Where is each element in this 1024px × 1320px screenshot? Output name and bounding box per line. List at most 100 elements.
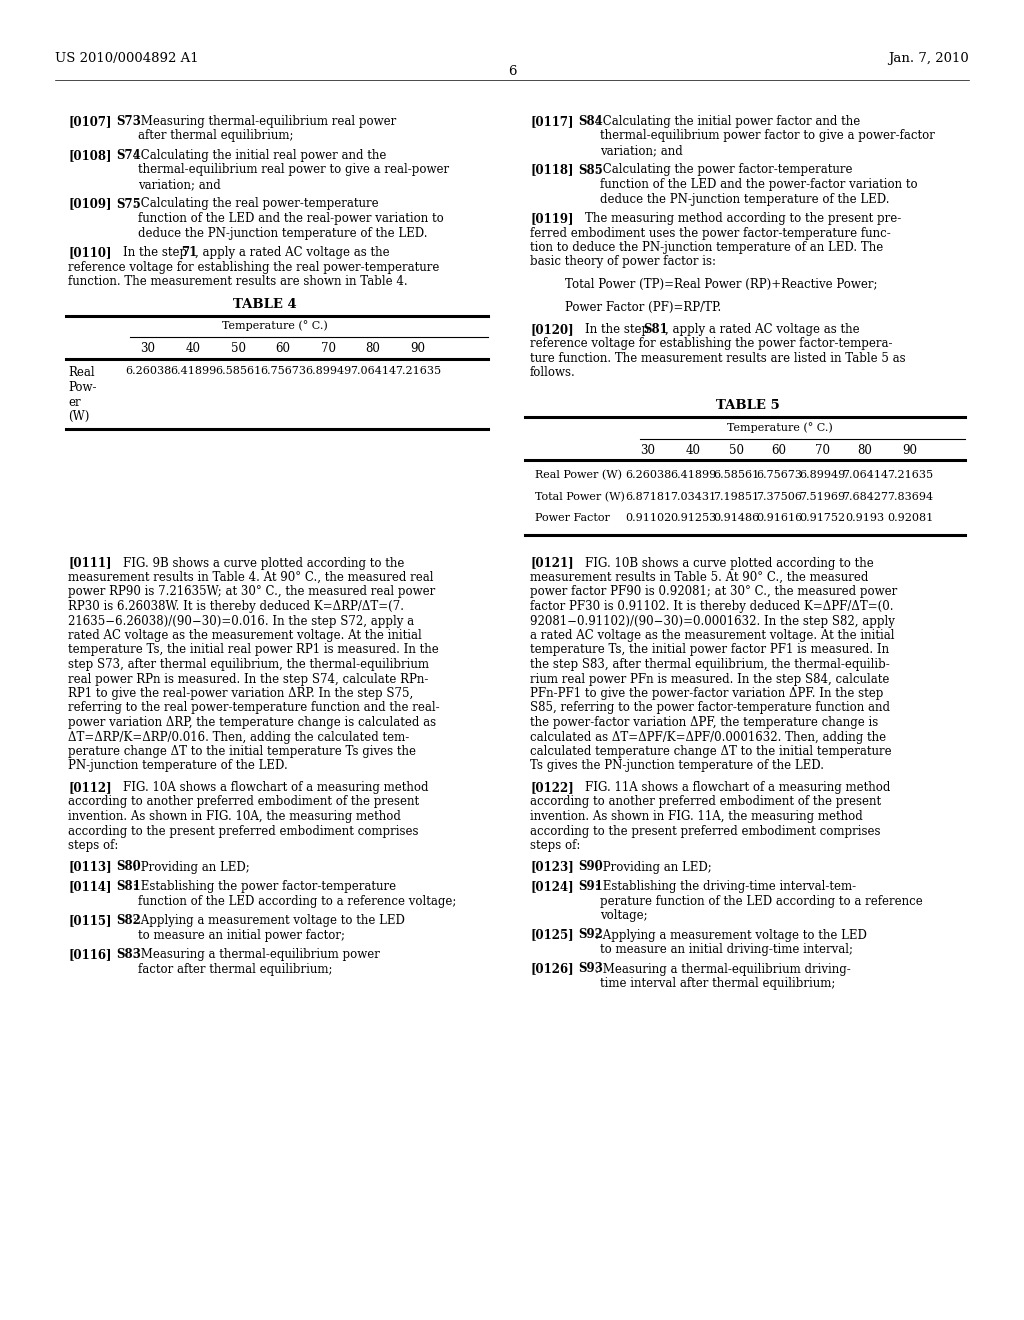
Text: [0124]: [0124] xyxy=(530,880,573,894)
Text: function of the LED according to a reference voltage;: function of the LED according to a refer… xyxy=(138,895,457,908)
Text: perature function of the LED according to a reference: perature function of the LED according t… xyxy=(600,895,923,908)
Text: rated AC voltage as the measurement voltage. At the initial: rated AC voltage as the measurement volt… xyxy=(68,630,422,642)
Text: S81: S81 xyxy=(643,323,668,337)
Text: measurement results in Table 5. At 90° C., the measured: measurement results in Table 5. At 90° C… xyxy=(530,572,868,583)
Text: S84: S84 xyxy=(578,115,603,128)
Text: ture function. The measurement results are listed in Table 5 as: ture function. The measurement results a… xyxy=(530,352,905,366)
Text: : Providing an LED;: : Providing an LED; xyxy=(133,861,250,874)
Text: [0109]: [0109] xyxy=(68,198,112,210)
Text: 60: 60 xyxy=(275,342,291,355)
Text: FIG. 10B shows a curve plotted according to the: FIG. 10B shows a curve plotted according… xyxy=(585,557,873,569)
Text: step S73, after thermal equilibrium, the thermal-equilibrium: step S73, after thermal equilibrium, the… xyxy=(68,657,429,671)
Text: 70: 70 xyxy=(321,342,336,355)
Text: : Measuring a thermal-equilibrium power: : Measuring a thermal-equilibrium power xyxy=(133,948,380,961)
Text: temperature Ts, the initial power factor PF1 is measured. In: temperature Ts, the initial power factor… xyxy=(530,644,889,656)
Text: S83: S83 xyxy=(116,948,141,961)
Text: 6.26038: 6.26038 xyxy=(125,367,171,376)
Text: 0.9193: 0.9193 xyxy=(846,513,885,523)
Text: 0.92081: 0.92081 xyxy=(887,513,933,523)
Text: [0120]: [0120] xyxy=(530,323,573,337)
Text: 80: 80 xyxy=(857,444,872,457)
Text: 90: 90 xyxy=(902,444,918,457)
Text: [0121]: [0121] xyxy=(530,557,573,569)
Text: 92081−0.91102)/(90−30)=0.0001632. In the step S82, apply: 92081−0.91102)/(90−30)=0.0001632. In the… xyxy=(530,615,895,627)
Text: US 2010/0004892 A1: US 2010/0004892 A1 xyxy=(55,51,199,65)
Text: 6.89949: 6.89949 xyxy=(799,470,845,480)
Text: steps of:: steps of: xyxy=(530,840,581,851)
Text: [0125]: [0125] xyxy=(530,928,573,941)
Text: [0111]: [0111] xyxy=(68,557,112,569)
Text: 6: 6 xyxy=(508,65,516,78)
Text: to measure an initial driving-time interval;: to measure an initial driving-time inter… xyxy=(600,942,853,956)
Text: FIG. 10A shows a flowchart of a measuring method: FIG. 10A shows a flowchart of a measurin… xyxy=(123,781,428,795)
Text: referring to the real power-temperature function and the real-: referring to the real power-temperature … xyxy=(68,701,439,714)
Text: 7.51969: 7.51969 xyxy=(799,491,845,502)
Text: real power RPn is measured. In the step S74, calculate RPn-: real power RPn is measured. In the step … xyxy=(68,672,428,685)
Text: RP30 is 6.26038W. It is thereby deduced K=ΔRP/ΔT=(7.: RP30 is 6.26038W. It is thereby deduced … xyxy=(68,601,404,612)
Text: Total Power (TP)=Real Power (RP)+Reactive Power;: Total Power (TP)=Real Power (RP)+Reactiv… xyxy=(565,279,878,290)
Text: Power Factor (PF)=RP/TP.: Power Factor (PF)=RP/TP. xyxy=(565,301,721,314)
Text: 7.68427: 7.68427 xyxy=(842,491,888,502)
Text: 7.06414: 7.06414 xyxy=(350,367,396,376)
Text: follows.: follows. xyxy=(530,367,575,380)
Text: ferred embodiment uses the power factor-temperature func-: ferred embodiment uses the power factor-… xyxy=(530,227,891,239)
Text: ΔT=ΔRP/K=ΔRP/0.016. Then, adding the calculated tem-: ΔT=ΔRP/K=ΔRP/0.016. Then, adding the cal… xyxy=(68,730,410,743)
Text: : Calculating the power factor-temperature: : Calculating the power factor-temperatu… xyxy=(595,164,853,177)
Text: function. The measurement results are shown in Table 4.: function. The measurement results are sh… xyxy=(68,275,408,288)
Text: : Measuring a thermal-equilibrium driving-: : Measuring a thermal-equilibrium drivin… xyxy=(595,962,851,975)
Text: 6.75673: 6.75673 xyxy=(756,470,802,480)
Text: : Calculating the initial real power and the: : Calculating the initial real power and… xyxy=(133,149,386,162)
Text: function of the LED and the power-factor variation to: function of the LED and the power-factor… xyxy=(600,178,918,191)
Text: FIG. 11A shows a flowchart of a measuring method: FIG. 11A shows a flowchart of a measurin… xyxy=(585,781,891,795)
Text: Total Power (W): Total Power (W) xyxy=(535,491,625,502)
Text: factor PF30 is 0.91102. It is thereby deduced K=ΔPF/ΔT=(0.: factor PF30 is 0.91102. It is thereby de… xyxy=(530,601,894,612)
Text: 0.91253: 0.91253 xyxy=(670,513,716,523)
Text: according to the present preferred embodiment comprises: according to the present preferred embod… xyxy=(530,825,881,837)
Text: 6.89949: 6.89949 xyxy=(305,367,351,376)
Text: Ts gives the PN-junction temperature of the LED.: Ts gives the PN-junction temperature of … xyxy=(530,759,824,772)
Text: PN-junction temperature of the LED.: PN-junction temperature of the LED. xyxy=(68,759,288,772)
Text: 6.58561: 6.58561 xyxy=(713,470,759,480)
Text: [0117]: [0117] xyxy=(530,115,573,128)
Text: 50: 50 xyxy=(230,342,246,355)
Text: basic theory of power factor is:: basic theory of power factor is: xyxy=(530,256,716,268)
Text: 71: 71 xyxy=(181,246,198,259)
Text: PFn-PF1 to give the power-factor variation ΔPF. In the step: PFn-PF1 to give the power-factor variati… xyxy=(530,686,884,700)
Text: Temperature (° C.): Temperature (° C.) xyxy=(222,321,328,331)
Text: , apply a rated AC voltage as the: , apply a rated AC voltage as the xyxy=(195,246,389,259)
Text: The measuring method according to the present pre-: The measuring method according to the pr… xyxy=(585,213,901,224)
Text: according to another preferred embodiment of the present: according to another preferred embodimen… xyxy=(530,796,881,808)
Text: 7.19851: 7.19851 xyxy=(713,491,759,502)
Text: 6.26038: 6.26038 xyxy=(625,470,671,480)
Text: 50: 50 xyxy=(728,444,743,457)
Text: Real Power (W): Real Power (W) xyxy=(535,470,622,480)
Text: TABLE 4: TABLE 4 xyxy=(233,297,297,310)
Text: S85: S85 xyxy=(578,164,603,177)
Text: thermal-equilibrium real power to give a real-power: thermal-equilibrium real power to give a… xyxy=(138,164,450,177)
Text: to measure an initial power factor;: to measure an initial power factor; xyxy=(138,928,345,941)
Text: perature change ΔT to the initial temperature Ts gives the: perature change ΔT to the initial temper… xyxy=(68,744,416,758)
Text: : Applying a measurement voltage to the LED: : Applying a measurement voltage to the … xyxy=(133,913,404,927)
Text: er: er xyxy=(68,396,81,408)
Text: S81: S81 xyxy=(116,880,140,894)
Text: [0108]: [0108] xyxy=(68,149,112,162)
Text: S91: S91 xyxy=(578,880,603,894)
Text: 70: 70 xyxy=(814,444,829,457)
Text: S93: S93 xyxy=(578,962,603,975)
Text: the power-factor variation ΔPF, the temperature change is: the power-factor variation ΔPF, the temp… xyxy=(530,715,879,729)
Text: invention. As shown in FIG. 10A, the measuring method: invention. As shown in FIG. 10A, the mea… xyxy=(68,810,400,822)
Text: factor after thermal equilibrium;: factor after thermal equilibrium; xyxy=(138,962,333,975)
Text: Real: Real xyxy=(68,367,94,380)
Text: 0.91616: 0.91616 xyxy=(756,513,802,523)
Text: FIG. 9B shows a curve plotted according to the: FIG. 9B shows a curve plotted according … xyxy=(123,557,404,569)
Text: tion to deduce the PN-junction temperature of an LED. The: tion to deduce the PN-junction temperatu… xyxy=(530,242,884,253)
Text: : Calculating the initial power factor and the: : Calculating the initial power factor a… xyxy=(595,115,860,128)
Text: 0.91486: 0.91486 xyxy=(713,513,759,523)
Text: the step S83, after thermal equilibrium, the thermal-equilib-: the step S83, after thermal equilibrium,… xyxy=(530,657,890,671)
Text: : Measuring thermal-equilibrium real power: : Measuring thermal-equilibrium real pow… xyxy=(133,115,396,128)
Text: power variation ΔRP, the temperature change is calculated as: power variation ΔRP, the temperature cha… xyxy=(68,715,436,729)
Text: : Providing an LED;: : Providing an LED; xyxy=(595,861,712,874)
Text: power factor PF90 is 0.92081; at 30° C., the measured power: power factor PF90 is 0.92081; at 30° C.,… xyxy=(530,586,897,598)
Text: 7.83694: 7.83694 xyxy=(887,491,933,502)
Text: thermal-equilibrium power factor to give a power-factor: thermal-equilibrium power factor to give… xyxy=(600,129,935,143)
